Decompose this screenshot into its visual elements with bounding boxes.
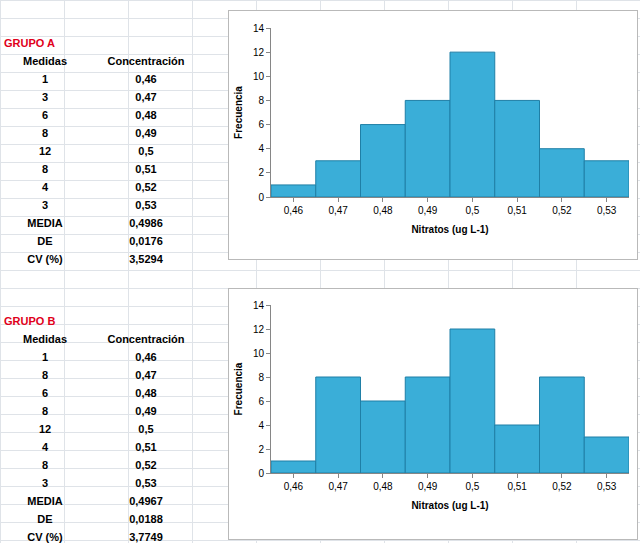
html-text:CV (%): CV (%) — [27, 531, 63, 543]
svg-text:0,48: 0,48 — [373, 481, 393, 492]
html-text:8: 8 — [41, 369, 49, 381]
html-text:0,5: 0,5 — [138, 145, 154, 157]
html-text:4: 4 — [41, 441, 49, 453]
html-text:0,49: 0,49 — [135, 405, 157, 417]
html-text:0,48: 0,48 — [135, 387, 157, 399]
svg-text:Nitratos (ug L-1): Nitratos (ug L-1) — [411, 500, 488, 511]
html-text:6: 6 — [41, 109, 49, 121]
svg-text:0,49: 0,49 — [418, 205, 438, 216]
svg-text:6: 6 — [258, 119, 264, 130]
svg-text:0,51: 0,51 — [507, 205, 527, 216]
html-text:8: 8 — [41, 459, 49, 471]
svg-text:12: 12 — [253, 47, 265, 58]
html-text:6: 6 — [41, 387, 49, 399]
html-text:0,53: 0,53 — [135, 477, 157, 489]
html-text:0,0176: 0,0176 — [129, 235, 163, 247]
svg-text:4: 4 — [258, 143, 264, 154]
html-text:DE: DE — [37, 513, 53, 525]
html-text:8: 8 — [41, 127, 49, 139]
html-text:12: 12 — [38, 145, 52, 157]
svg-text:8: 8 — [258, 372, 264, 383]
svg-text:4: 4 — [258, 420, 264, 431]
svg-text:Frecuencia: Frecuencia — [233, 86, 244, 139]
html-text:MEDIA: MEDIA — [27, 217, 63, 229]
html-text:0,46: 0,46 — [135, 73, 157, 85]
svg-text:0,48: 0,48 — [373, 205, 393, 216]
svg-text:8: 8 — [258, 95, 264, 106]
html-text:3,7749: 3,7749 — [129, 531, 163, 543]
html-text:0,4967: 0,4967 — [129, 495, 163, 507]
svg-text:0,53: 0,53 — [597, 481, 617, 492]
html-text:4: 4 — [41, 181, 49, 193]
svg-text:0,49: 0,49 — [418, 481, 438, 492]
svg-text:2: 2 — [258, 167, 264, 178]
html-text:0,48: 0,48 — [135, 109, 157, 121]
html-text:0,49: 0,49 — [135, 127, 157, 139]
html-text:0,47: 0,47 — [135, 369, 157, 381]
svg-text:6: 6 — [258, 396, 264, 407]
html-text:0,5: 0,5 — [138, 423, 154, 435]
html-text:MEDIA: MEDIA — [27, 495, 63, 507]
svg-text:0,53: 0,53 — [597, 205, 617, 216]
html-text:12: 12 — [38, 423, 52, 435]
html-text:0,4986: 0,4986 — [129, 217, 163, 229]
svg-text:0,51: 0,51 — [507, 481, 527, 492]
svg-text:0,5: 0,5 — [465, 205, 479, 216]
html-text:Concentración: Concentración — [107, 333, 185, 345]
svg-text:10: 10 — [253, 348, 265, 359]
html-text:Medidas: Medidas — [23, 55, 67, 67]
html-text:Concentración: Concentración — [107, 55, 185, 67]
svg-text:12: 12 — [253, 324, 265, 335]
html-text:3,5294: 3,5294 — [129, 253, 163, 265]
svg-text:0,52: 0,52 — [552, 205, 572, 216]
html-text:3: 3 — [41, 91, 49, 103]
html-text:0,52: 0,52 — [135, 181, 157, 193]
svg-text:Frecuencia: Frecuencia — [233, 362, 244, 415]
html-text:0,47: 0,47 — [135, 91, 157, 103]
svg-text:14: 14 — [253, 300, 265, 311]
html-text:3: 3 — [41, 477, 49, 489]
html-text:8: 8 — [41, 405, 49, 417]
html-text:0,53: 0,53 — [135, 199, 157, 211]
html-text:0,52: 0,52 — [135, 459, 157, 471]
svg-text:0,5: 0,5 — [465, 481, 479, 492]
svg-text:10: 10 — [253, 71, 265, 82]
svg-text:0,46: 0,46 — [284, 481, 304, 492]
html-text:DE: DE — [37, 235, 53, 247]
svg-text:0: 0 — [258, 468, 264, 479]
svg-text:0: 0 — [258, 192, 264, 203]
svg-text:0,46: 0,46 — [284, 205, 304, 216]
html-text:GRUPO B: GRUPO B — [4, 315, 56, 327]
html-text:8: 8 — [41, 163, 49, 175]
html-text:1: 1 — [41, 351, 49, 363]
svg-text:14: 14 — [253, 23, 265, 34]
svg-text:0,47: 0,47 — [328, 205, 348, 216]
html-text:0,46: 0,46 — [135, 351, 157, 363]
html-text:Medidas: Medidas — [23, 333, 67, 345]
svg-text:2: 2 — [258, 444, 264, 455]
html-text:GRUPO A: GRUPO A — [4, 37, 55, 49]
html-text:0,0188: 0,0188 — [129, 513, 163, 525]
svg-text:Nitratos (ug L-1): Nitratos (ug L-1) — [411, 224, 488, 235]
html-text:0,51: 0,51 — [135, 163, 157, 175]
html-text:3: 3 — [41, 199, 49, 211]
svg-text:0,47: 0,47 — [328, 481, 348, 492]
svg-text:0,52: 0,52 — [552, 481, 572, 492]
html-text:0,51: 0,51 — [135, 441, 157, 453]
html-text:1: 1 — [41, 73, 49, 85]
html-text:CV (%): CV (%) — [27, 253, 63, 265]
